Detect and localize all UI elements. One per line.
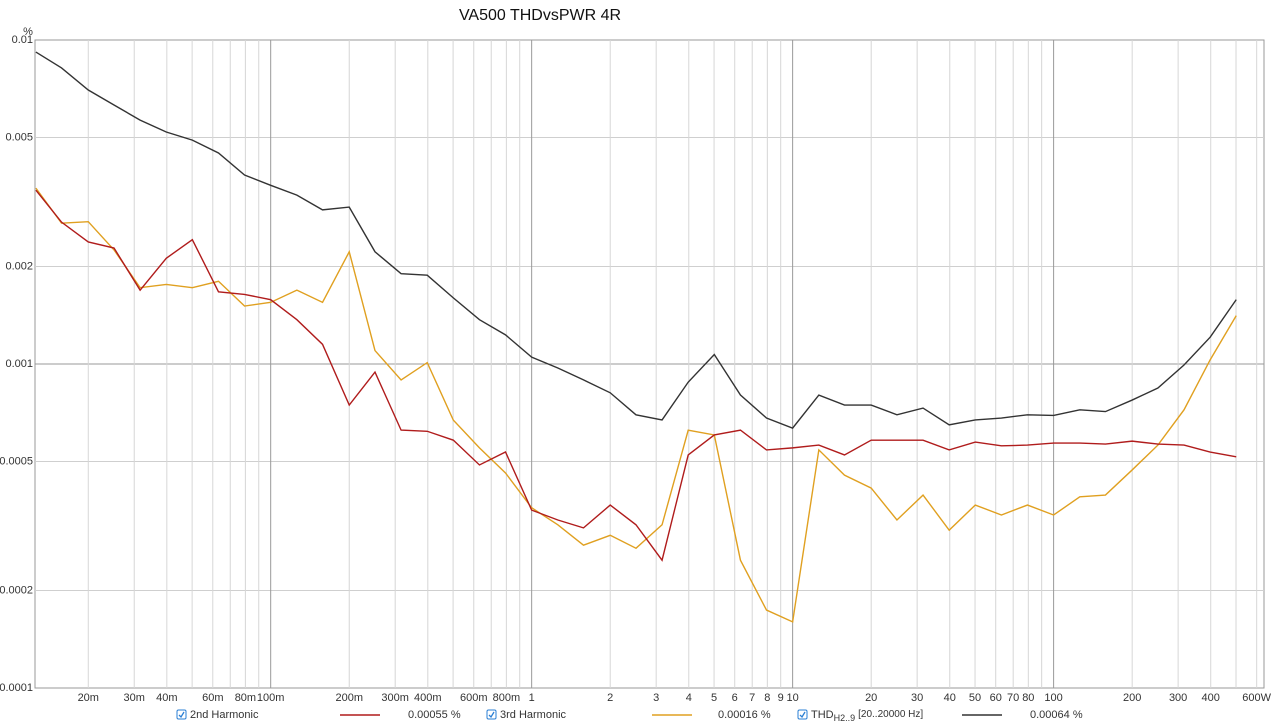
x-tick-label: 300 bbox=[1169, 692, 1187, 704]
legend-checkbox[interactable] bbox=[486, 709, 497, 720]
x-tick-label: 2 bbox=[607, 692, 613, 704]
x-tick-label: 400 bbox=[1202, 692, 1220, 704]
checkbox[interactable] bbox=[486, 709, 497, 720]
x-tick-label: 60 bbox=[990, 692, 1002, 704]
x-tick-label: 80m bbox=[235, 692, 256, 704]
x-tick-label: 100 bbox=[1044, 692, 1062, 704]
x-tick-label: 20 bbox=[865, 692, 877, 704]
check-mark bbox=[799, 711, 806, 719]
x-tick-label: 200 bbox=[1123, 692, 1141, 704]
legend-checkbox[interactable] bbox=[797, 709, 808, 720]
x-tick-label: 300m bbox=[381, 692, 409, 704]
y-axis-label: % bbox=[23, 26, 33, 38]
legend-checkbox[interactable] bbox=[176, 709, 187, 720]
x-tick-label: 100m bbox=[257, 692, 285, 704]
y-tick-label: 0.005 bbox=[5, 131, 33, 143]
x-tick-label: 3 bbox=[653, 692, 659, 704]
legend-label: 3rd Harmonic bbox=[500, 709, 567, 721]
y-tick-label: 0.0002 bbox=[0, 584, 33, 596]
x-tick-label: 80 bbox=[1022, 692, 1034, 704]
x-tick-label: 40m bbox=[156, 692, 177, 704]
checkbox[interactable] bbox=[176, 709, 187, 720]
y-tick-label: 0.002 bbox=[5, 260, 33, 272]
x-tick-label: 20m bbox=[78, 692, 99, 704]
legend-value: 0.00055 % bbox=[408, 709, 461, 721]
legend-name: THD bbox=[811, 709, 834, 721]
x-tick-label: 200m bbox=[335, 692, 363, 704]
x-tick-label: 8 bbox=[764, 692, 770, 704]
x-tick-label: 9 bbox=[778, 692, 784, 704]
legend: 2nd Harmonic 0.00055 % 3rd Harmonic 0.00016… bbox=[176, 709, 1083, 724]
x-tick-label: 800m bbox=[493, 692, 521, 704]
y-tick-label: 0.001 bbox=[5, 358, 33, 370]
x-tick-label: 30 bbox=[911, 692, 923, 704]
y-tick-label: 0.0001 bbox=[0, 682, 33, 694]
series-line bbox=[35, 189, 1237, 562]
legend-value: 0.00016 % bbox=[718, 709, 771, 721]
legend-name: 3rd Harmonic bbox=[500, 709, 567, 721]
y-tick-label: 0.01 bbox=[12, 34, 33, 46]
x-tick-label: 4 bbox=[686, 692, 692, 704]
x-tick-label: 30m bbox=[124, 692, 145, 704]
x-tick-label: 60m bbox=[202, 692, 223, 704]
legend-name-sub: H2..9 bbox=[834, 713, 856, 723]
checkbox[interactable] bbox=[797, 709, 808, 720]
plot bbox=[35, 51, 1237, 623]
x-tick-label: 600m bbox=[460, 692, 488, 704]
x-tick-label: 600W bbox=[1242, 692, 1271, 704]
x-tick-label: 6 bbox=[732, 692, 738, 704]
x-tick-label: 5 bbox=[711, 692, 717, 704]
legend-value: 0.00064 % bbox=[1030, 709, 1083, 721]
chart-title: VA500 THDvsPWR 4R bbox=[459, 7, 621, 24]
series-line bbox=[35, 187, 1237, 623]
series-line bbox=[35, 51, 1237, 429]
y-tick-label: 0.0005 bbox=[0, 455, 33, 467]
x-tick-label: 10 bbox=[787, 692, 799, 704]
x-tick-label: 400m bbox=[414, 692, 442, 704]
grid: 0.01 0.005 0.002 0.001 0.0005 0.0002 0.0001 20m… bbox=[0, 34, 1272, 704]
x-tick-label: 1 bbox=[529, 692, 535, 704]
x-tick-label: 50 bbox=[969, 692, 981, 704]
legend-name-suffix: [20..20000 Hz] bbox=[858, 709, 923, 720]
legend-label: 2nd Harmonic bbox=[190, 709, 259, 721]
x-tick-label: 40 bbox=[944, 692, 956, 704]
x-tick-label: 70 bbox=[1007, 692, 1019, 704]
check-mark bbox=[178, 711, 185, 719]
x-tick-label: 7 bbox=[749, 692, 755, 704]
legend-name: 2nd Harmonic bbox=[190, 709, 259, 721]
legend-label: THDH2..9 [20..20000 Hz] bbox=[811, 709, 923, 724]
check-mark bbox=[488, 711, 495, 719]
